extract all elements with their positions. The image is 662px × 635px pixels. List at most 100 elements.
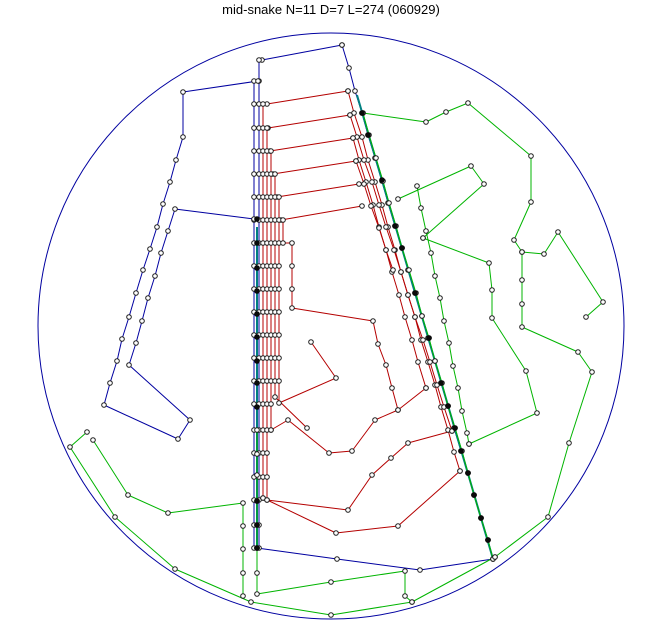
node-marker [395, 407, 401, 413]
path-red-h1 [266, 90, 349, 105]
node-marker [84, 429, 90, 435]
path-green-zig-1 [397, 165, 485, 239]
node-marker [418, 205, 424, 211]
node-marker [254, 472, 260, 478]
node-marker [541, 251, 547, 257]
node-marker [441, 318, 447, 324]
node-marker [254, 451, 260, 457]
node-marker [289, 305, 295, 311]
node-marker [333, 530, 339, 536]
node-marker [465, 100, 471, 106]
node-marker [566, 440, 572, 446]
node-marker [158, 250, 164, 256]
node-marker [251, 194, 257, 200]
node-marker-filled [438, 380, 444, 386]
node-marker [395, 523, 401, 529]
path-red-h5 [276, 183, 360, 198]
node-marker [489, 287, 495, 293]
node-marker [420, 337, 426, 343]
node-marker-filled [254, 216, 260, 222]
node-marker [534, 410, 540, 416]
node-marker [432, 273, 438, 279]
plot-title: mid-snake N=11 D=7 L=274 (060929) [222, 2, 440, 17]
node-marker [350, 135, 356, 141]
node-marker [519, 324, 525, 330]
node-marker [126, 362, 132, 368]
node-marker [334, 556, 340, 562]
node-marker [251, 171, 257, 177]
node-marker [464, 430, 470, 436]
node-marker-filled [399, 245, 405, 251]
node-marker [370, 318, 376, 324]
node-marker [451, 449, 457, 455]
node-marker [255, 78, 261, 84]
node-marker [272, 394, 278, 400]
path-red-bottom-1 [262, 470, 461, 534]
node-marker [391, 247, 397, 253]
node-marker [519, 277, 525, 283]
node-marker [125, 492, 131, 498]
node-marker [289, 263, 295, 269]
node-marker [409, 599, 415, 605]
node-marker-filled [254, 498, 260, 504]
node-marker [519, 249, 525, 255]
node-marker [402, 568, 408, 574]
node-marker [240, 500, 246, 506]
node-marker-filled [359, 110, 365, 116]
path-red-inner-spiral [282, 220, 399, 411]
node-marker [375, 341, 381, 347]
node-marker [276, 194, 282, 200]
node-marker-filled [254, 404, 260, 410]
node-marker [349, 448, 355, 454]
node-marker [268, 401, 274, 407]
node-marker [481, 181, 487, 187]
node-marker [67, 444, 73, 450]
node-marker [254, 591, 260, 597]
node-marker [405, 292, 411, 298]
path-green-bottom-outer [69, 431, 496, 616]
node-marker [133, 290, 139, 296]
node-marker [264, 450, 270, 456]
node-marker [376, 225, 382, 231]
node-marker [450, 363, 456, 369]
node-marker [369, 179, 375, 185]
node-marker [398, 269, 404, 275]
path-red-diag-3 [352, 137, 427, 389]
node-marker [187, 417, 193, 423]
node-marker [280, 217, 286, 223]
node-marker [90, 437, 96, 443]
node-marker [600, 299, 606, 305]
node-marker [248, 599, 254, 605]
node-marker-filled [365, 132, 371, 138]
path-red-h6 [280, 205, 363, 221]
node-marker [272, 171, 278, 177]
node-marker [359, 203, 365, 209]
node-marker [589, 369, 595, 375]
node-marker [172, 566, 178, 572]
node-marker-filled [379, 177, 385, 183]
node-marker-filled [478, 515, 484, 521]
node-marker [545, 514, 551, 520]
node-marker [165, 510, 171, 516]
node-marker [353, 158, 359, 164]
node-marker [172, 206, 178, 212]
node-marker [519, 301, 525, 307]
node-marker [276, 378, 282, 384]
node-marker [511, 237, 517, 243]
node-marker [114, 358, 120, 364]
node-marker [528, 199, 534, 205]
node-marker [583, 314, 589, 320]
node-marker [347, 112, 353, 118]
node-marker [415, 359, 421, 365]
node-marker [359, 134, 365, 140]
node-marker [432, 358, 438, 364]
node-marker [276, 400, 282, 406]
node-marker [412, 314, 418, 320]
node-marker [428, 250, 434, 256]
node-marker [175, 436, 181, 442]
node-marker [339, 42, 345, 48]
node-marker-filled [254, 334, 260, 340]
node-marker [457, 468, 463, 474]
node-marker [427, 359, 433, 365]
